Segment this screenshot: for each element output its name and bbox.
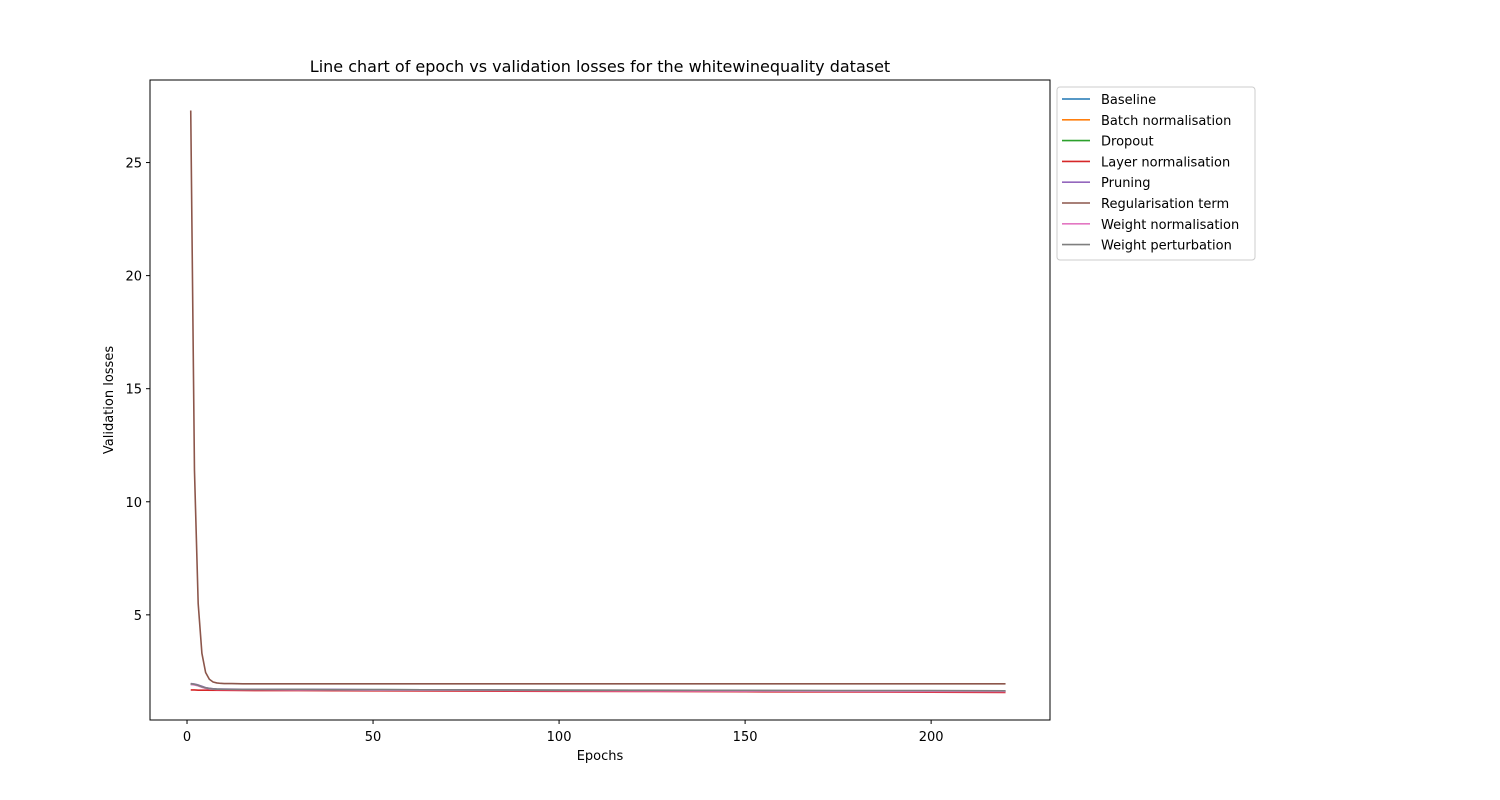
legend-label: Pruning [1101, 176, 1151, 191]
x-axis-label: Epochs [577, 749, 624, 764]
legend-label: Weight perturbation [1101, 239, 1232, 254]
y-tick-label: 25 [125, 157, 142, 172]
legend-label: Layer normalisation [1101, 155, 1230, 170]
y-tick-label: 15 [125, 383, 142, 398]
legend-box [1056, 86, 1256, 261]
y-tick-label: 5 [134, 609, 142, 624]
y-tick-label: 20 [125, 270, 142, 285]
legend-label: Regularisation term [1101, 197, 1229, 212]
x-tick-label: 150 [733, 730, 758, 745]
x-tick-label: 100 [547, 730, 572, 745]
legend-label: Batch normalisation [1101, 114, 1231, 129]
series-layer [189, 110, 1006, 694]
series-line-weight-perturbation [190, 683, 1006, 692]
x-tick-label: 50 [365, 730, 382, 745]
legend-label: Weight normalisation [1101, 218, 1239, 233]
x-tick-label: 200 [919, 730, 944, 745]
plot-background [150, 80, 1050, 720]
series-line-regularisation-term [189, 110, 1006, 685]
legend-label: Baseline [1101, 93, 1156, 108]
y-axis: 5 10 15 20 25 [125, 157, 150, 624]
x-axis: 0 50 100 150 200 [183, 720, 944, 745]
y-tick-label: 10 [125, 496, 142, 511]
y-axis-label: Validation losses [102, 346, 117, 454]
x-tick-label: 0 [183, 730, 191, 745]
plot-area [149, 79, 1051, 721]
legend-label: Dropout [1101, 135, 1154, 150]
chart-title: Line chart of epoch vs validation losses… [310, 57, 890, 76]
legend: Baseline Batch normalisation Dropout Layer … [1056, 86, 1256, 261]
plot-frame [149, 79, 1051, 721]
